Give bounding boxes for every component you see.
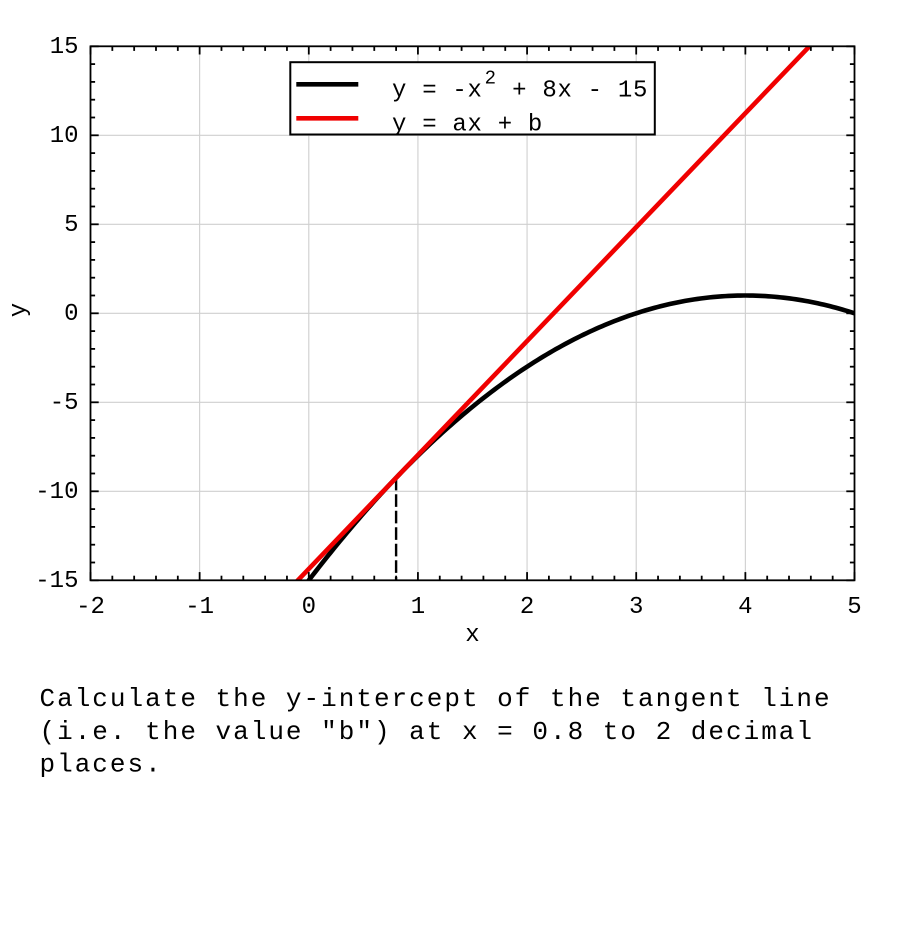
svg-text:0: 0: [64, 301, 78, 328]
svg-text:1: 1: [411, 594, 425, 621]
svg-text:3: 3: [629, 594, 643, 621]
svg-text:4: 4: [738, 594, 752, 621]
svg-text:-1: -1: [185, 594, 214, 621]
svg-text:10: 10: [50, 123, 79, 150]
svg-text:places.: places.: [40, 750, 163, 780]
svg-text:-2: -2: [76, 594, 105, 621]
svg-text:0: 0: [302, 594, 316, 621]
svg-text:y: y: [6, 303, 33, 317]
svg-text:y = ax + b: y = ax + b: [392, 112, 543, 139]
svg-text:2: 2: [520, 594, 534, 621]
svg-text:-5: -5: [50, 390, 79, 417]
svg-text:-10: -10: [35, 479, 78, 506]
svg-text:x: x: [465, 622, 479, 649]
svg-text:5: 5: [847, 594, 861, 621]
svg-text:15: 15: [50, 34, 79, 61]
svg-text:(i.e. the value "b") at x = 0.: (i.e. the value "b") at x = 0.8 to 2 dec…: [40, 717, 815, 747]
svg-text:Calculate the y-intercept of t: Calculate the y-intercept of the tangent…: [40, 684, 832, 714]
svg-text:-15: -15: [35, 568, 78, 595]
svg-text:5: 5: [64, 212, 78, 239]
